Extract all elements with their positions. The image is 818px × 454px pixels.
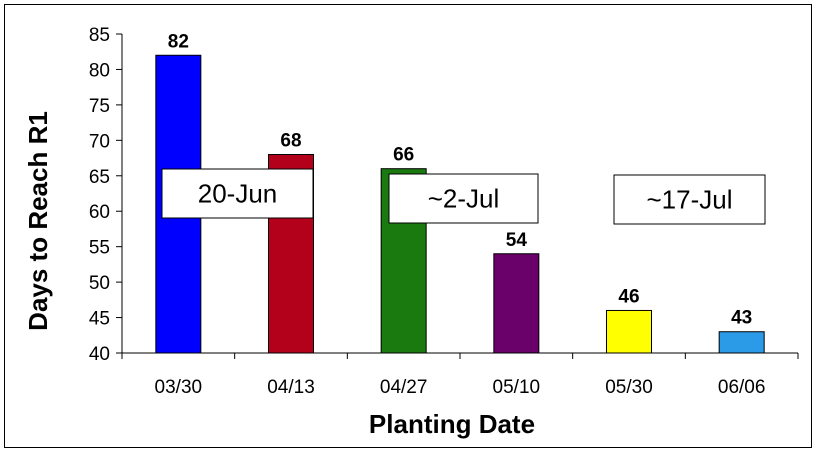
annotation-label: ~17-Jul: [647, 185, 733, 215]
x-tick-label: 05/30: [605, 377, 653, 398]
y-tick-label: 60: [89, 202, 110, 223]
y-tick-label: 55: [89, 238, 110, 259]
chart-frame: [4, 4, 812, 448]
x-tick-label: 04/13: [267, 377, 315, 398]
data-label: 54: [506, 230, 528, 251]
y-tick-label: 70: [89, 131, 110, 152]
data-labels: 82 68 66 54 46 43: [168, 31, 752, 328]
data-label: 46: [618, 286, 639, 307]
annotation-label: ~2-Jul: [428, 184, 500, 214]
y-tick-label: 75: [89, 96, 110, 117]
annotation-label: 20-Jun: [198, 179, 278, 209]
x-tick-label: 04/27: [380, 377, 428, 398]
x-axis: 03/30 04/13 04/27 05/10 05/30 06/06: [121, 352, 799, 398]
data-label: 82: [168, 31, 189, 52]
x-tick-label: 05/10: [493, 377, 541, 398]
y-axis: 40 45 50 55 60 65 70 75 80 85: [89, 25, 123, 365]
bar: [718, 331, 765, 354]
y-tick-label: 85: [89, 25, 110, 46]
x-axis-title: Planting Date: [369, 409, 535, 439]
annotation-box: [613, 174, 766, 225]
data-label: 68: [280, 131, 301, 152]
y-tick-label: 80: [89, 60, 110, 81]
x-tick-label: 03/30: [155, 377, 203, 398]
y-tick-label: 50: [89, 273, 110, 294]
data-label: 66: [393, 145, 414, 166]
annotations: 20-Jun ~2-Jul ~17-Jul: [161, 168, 766, 225]
data-label: 43: [731, 308, 752, 329]
annotation-box: [161, 168, 314, 219]
y-axis-title: Days to Reach R1: [23, 111, 53, 331]
bar: [606, 309, 652, 354]
y-tick-label: 45: [89, 309, 110, 330]
annotation-box: [388, 173, 539, 224]
y-tick-label: 65: [89, 167, 110, 188]
bar: [493, 253, 540, 354]
x-tick-label: 06/06: [718, 377, 766, 398]
y-tick-label: 40: [89, 344, 110, 365]
